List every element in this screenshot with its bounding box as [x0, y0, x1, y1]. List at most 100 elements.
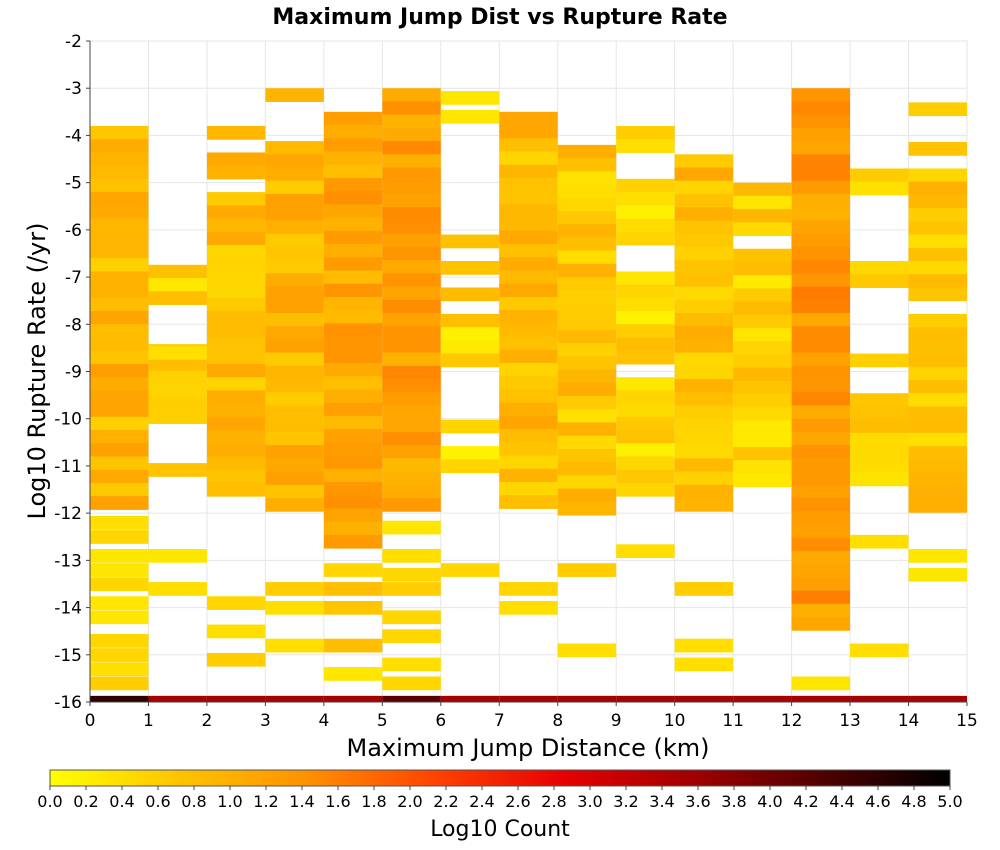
heatmap-cell: [382, 458, 441, 473]
heatmap-cell: [206, 443, 266, 457]
heatmap-cell: [382, 207, 441, 221]
colorbar-label: Log10 Count: [430, 817, 570, 842]
heatmap-cell: [382, 629, 441, 644]
heatmap-cell: [323, 582, 383, 596]
heatmap-cell: [499, 415, 558, 430]
heatmap-cell: [616, 443, 675, 457]
heatmap-cell: [90, 676, 149, 691]
heatmap-cell: [382, 299, 441, 314]
heatmap-cell: [499, 138, 558, 152]
heatmap-cell: [908, 419, 967, 434]
heatmap-cell: [206, 311, 266, 325]
heatmap-cell: [90, 377, 149, 391]
heatmap-cell: [733, 394, 792, 408]
heatmap-cell: [323, 336, 383, 351]
heatmap-cell: [323, 415, 383, 430]
heatmap-cell: [382, 657, 441, 672]
heatmap-cell: [148, 278, 207, 292]
heatmap-cell: [265, 484, 324, 499]
heatmap-cell: [850, 181, 909, 196]
heatmap-cell: [616, 125, 675, 140]
heatmap-cell: [908, 567, 967, 582]
heatmap-cell: [791, 193, 851, 208]
heatmap-cell: [791, 312, 851, 327]
heatmap-cell: [265, 392, 324, 406]
heatmap-cell: [616, 324, 675, 339]
heatmap-cell: [733, 275, 792, 289]
heatmap-cell: [674, 193, 734, 208]
heatmap-cell: [323, 389, 383, 404]
heatmap-cell: [557, 329, 617, 344]
heatmap-cell: [265, 582, 324, 596]
colorbar-tick-label: 4.6: [865, 792, 890, 811]
heatmap-cell: [440, 446, 500, 460]
heatmap-cell: [791, 339, 851, 354]
heatmap-cell: [674, 180, 734, 195]
heatmap-cell: [382, 312, 441, 327]
heatmap-cell: [791, 484, 851, 499]
heatmap-cell: [850, 353, 909, 368]
heatmap-cell: [499, 600, 558, 615]
y-tick-label: -3: [65, 79, 82, 99]
heatmap-cell: [206, 695, 266, 702]
heatmap-cell: [908, 446, 967, 460]
heatmap-cell: [499, 455, 558, 470]
heatmap-cell: [148, 582, 207, 596]
heatmap-cell: [733, 341, 792, 356]
heatmap-cell: [323, 455, 383, 470]
heatmap-cell: [616, 139, 675, 153]
colorbar-tick-label: 0.8: [181, 792, 206, 811]
heatmap-cell: [323, 310, 383, 324]
heatmap-cell: [323, 495, 383, 509]
heatmap-cell: [90, 178, 149, 193]
heatmap-cell: [499, 296, 558, 311]
y-tick-label: -12: [54, 504, 82, 524]
heatmap-cell: [90, 284, 149, 299]
heatmap-cell: [265, 154, 324, 169]
x-tick-label: 15: [956, 711, 978, 731]
heatmap-cell: [791, 577, 851, 592]
heatmap-cell: [791, 676, 851, 691]
heatmap-cell: [791, 405, 851, 420]
heatmap-cell: [791, 524, 851, 539]
heatmap-cell: [557, 409, 617, 423]
heatmap-cell: [616, 178, 675, 193]
heatmap-cell: [791, 617, 851, 631]
heatmap-cell: [616, 271, 675, 286]
heatmap-cell: [557, 563, 617, 577]
heatmap-cell: [148, 346, 207, 360]
heatmap-cell: [616, 377, 675, 391]
heatmap-cell: [674, 638, 734, 653]
heatmap-cell: [323, 563, 383, 577]
heatmap-cell: [499, 125, 558, 139]
x-tick-label: 10: [664, 711, 686, 731]
heatmap-cell: [557, 263, 617, 278]
heatmap-cell: [499, 283, 558, 298]
colorbar-tick-label: 0.6: [145, 792, 170, 811]
heatmap-cell: [382, 141, 441, 155]
heatmap-cell: [265, 431, 324, 446]
heatmap-cell: [206, 482, 266, 497]
x-axis-label: Maximum Jump Distance (km): [347, 734, 710, 762]
heatmap-cell: [557, 224, 617, 238]
heatmap-cell: [148, 291, 207, 305]
heatmap-cell: [265, 299, 324, 314]
heatmap-cell: [908, 549, 967, 563]
heatmap-cell: [791, 286, 851, 301]
heatmap-cell: [323, 164, 383, 179]
heatmap-cell: [908, 194, 967, 209]
heatmap-cell: [908, 327, 967, 341]
heatmap-cell: [265, 286, 324, 301]
heatmap-cell: [557, 343, 617, 357]
heatmap-cell: [674, 273, 734, 288]
heatmap-cell: [733, 380, 792, 395]
heatmap-cell: [382, 233, 441, 248]
heatmap-cell: [148, 695, 207, 702]
heatmap-cell: [674, 471, 734, 486]
heatmap-cell: [557, 422, 617, 437]
heatmap-cell: [557, 303, 617, 318]
heatmap-cell: [557, 316, 617, 331]
heatmap-cell: [382, 260, 441, 274]
heatmap-cell: [440, 91, 500, 105]
heatmap-cell: [382, 114, 441, 129]
